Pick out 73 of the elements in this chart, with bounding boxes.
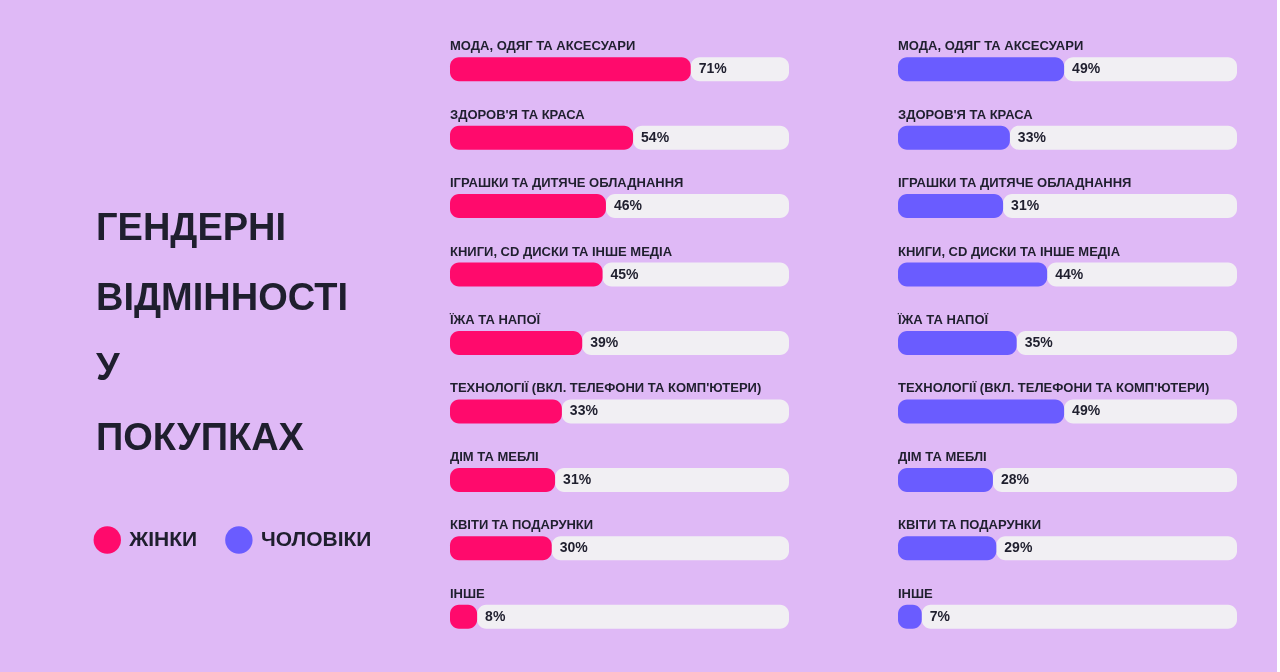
category-label: ІГРАШКИ ТА ДИТЯЧЕ ОБЛАДНАННЯ xyxy=(450,175,684,191)
bar xyxy=(1064,399,1237,424)
bar xyxy=(992,467,1237,492)
bar xyxy=(898,125,1010,150)
data-label: 49% xyxy=(1072,60,1101,77)
bar xyxy=(1064,57,1237,82)
bar xyxy=(450,399,562,424)
category-label: МОДА, ОДЯГ ТА АКСЕСУАРИ xyxy=(450,38,636,54)
bar xyxy=(477,604,789,629)
category-label: ДІМ ТА МЕБЛІ xyxy=(450,448,539,464)
data-label: 54% xyxy=(641,128,670,145)
category-label: ТЕХНОЛОГІЇ (ВКЛ. ТЕЛЕФОНИ ТА КОМП'ЮТЕРИ) xyxy=(898,380,1210,396)
bar xyxy=(450,194,606,219)
bar xyxy=(605,194,789,219)
data-label: 29% xyxy=(1004,539,1033,556)
category-label: ТЕХНОЛОГІЇ (ВКЛ. ТЕЛЕФОНИ ТА КОМП'ЮТЕРИ) xyxy=(450,380,762,396)
category-label: ЇЖА ТА НАПОЇ xyxy=(898,312,989,327)
category-label: ЇЖА ТА НАПОЇ xyxy=(450,312,541,327)
data-label: 33% xyxy=(1017,128,1047,145)
bar xyxy=(690,57,789,82)
bar xyxy=(450,331,583,355)
bar xyxy=(1003,194,1237,219)
bar xyxy=(898,536,997,561)
category-label: КВІТИ ТА ПОДАРУНКИ xyxy=(450,517,594,533)
bar xyxy=(898,262,1048,287)
data-label: 31% xyxy=(1011,197,1040,214)
data-label: 39% xyxy=(590,334,619,350)
category-label: ІНШЕ xyxy=(898,585,933,601)
data-label: 35% xyxy=(1024,334,1054,350)
category-label: ЗДОРОВ'Я ТА КРАСА xyxy=(450,106,585,122)
bar xyxy=(898,57,1065,82)
bar xyxy=(633,125,789,150)
bar xyxy=(898,467,993,492)
category-label: ІНШЕ xyxy=(450,585,485,601)
bar xyxy=(582,331,789,355)
data-label: 7% xyxy=(929,607,951,624)
bar xyxy=(450,125,634,150)
data-label: 46% xyxy=(613,197,643,214)
bar xyxy=(1016,331,1237,355)
data-label: 31% xyxy=(563,470,592,487)
data-label: 28% xyxy=(1000,470,1030,487)
bar xyxy=(450,467,556,492)
text: ГЕНДЕРНІ ВІДМІННОСТІ У ПОКУПКАХ xyxy=(96,206,348,458)
data-label: 49% xyxy=(1072,402,1101,419)
bar xyxy=(450,262,603,287)
bar xyxy=(1009,125,1237,150)
data-label: 71% xyxy=(698,60,728,77)
legend-label: ЖІНКИ xyxy=(128,527,198,550)
bar xyxy=(1047,262,1237,287)
bar xyxy=(555,467,789,492)
bar xyxy=(921,604,1237,629)
bar xyxy=(561,399,789,424)
bar xyxy=(996,536,1237,561)
data-label: 8% xyxy=(485,607,506,624)
category-label: МОДА, ОДЯГ ТА АКСЕСУАРИ xyxy=(898,38,1084,54)
bar xyxy=(898,194,1004,219)
category-label: КНИГИ, CD ДИСКИ ТА ІНШЕ МЕДІА xyxy=(898,243,1121,259)
data-label: 45% xyxy=(610,265,640,282)
bar xyxy=(551,536,789,561)
data-label: 33% xyxy=(569,402,599,419)
category-label: КНИГИ, CD ДИСКИ ТА ІНШЕ МЕДІА xyxy=(450,243,673,259)
category-label: ДІМ ТА МЕБЛІ xyxy=(898,448,987,464)
category-label: КВІТИ ТА ПОДАРУНКИ xyxy=(898,517,1042,533)
category-label: ІГРАШКИ ТА ДИТЯЧЕ ОБЛАДНАННЯ xyxy=(898,175,1132,191)
bar xyxy=(898,331,1017,355)
legend-label: ЧОЛОВІКИ xyxy=(260,527,372,550)
bar xyxy=(602,262,789,287)
bar xyxy=(898,399,1065,424)
data-label: 30% xyxy=(559,539,589,556)
bar xyxy=(450,536,552,561)
bar xyxy=(450,57,691,82)
category-label: ЗДОРОВ'Я ТА КРАСА xyxy=(898,106,1033,122)
data-label: 44% xyxy=(1055,265,1084,282)
